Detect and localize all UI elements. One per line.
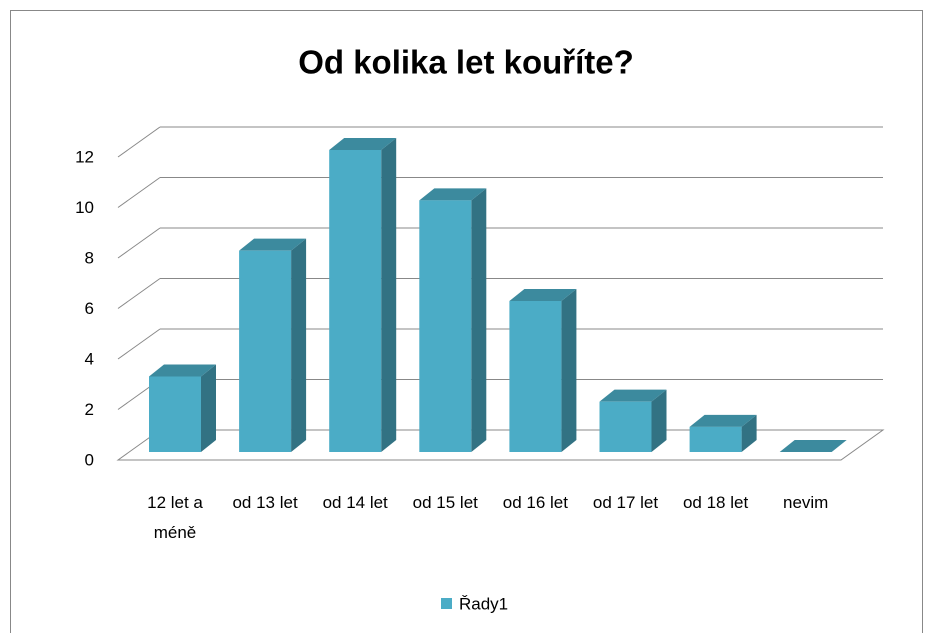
bar (509, 301, 562, 452)
bar-top (779, 440, 847, 452)
x-tick-label: od 15 let (412, 493, 478, 512)
bar (329, 150, 382, 452)
y-tick-label: 2 (85, 400, 94, 419)
bar-top (239, 238, 307, 251)
y-tick-label: 0 (85, 450, 94, 469)
x-tick-label: od 14 let (322, 493, 388, 512)
bar (689, 426, 742, 452)
bar (239, 250, 292, 452)
bar-top (329, 138, 397, 150)
y-tick-label: 10 (75, 198, 94, 217)
bar-side (471, 188, 487, 453)
bar-top (599, 389, 667, 402)
bar-side (201, 364, 216, 452)
legend-label: Řady1 (459, 594, 508, 613)
x-tick-label: 12 let a méně (147, 493, 203, 542)
y-tick-label: 12 (75, 147, 94, 166)
grid-line (117, 278, 161, 309)
bar-side (651, 389, 667, 452)
bar-top (509, 289, 577, 301)
floor (116, 429, 885, 461)
x-tick-label: od 13 let (232, 493, 298, 512)
legend-swatch (441, 598, 452, 609)
y-tick-label: 8 (85, 248, 94, 267)
grid-line (117, 227, 161, 259)
bar-top (419, 188, 487, 201)
chart-title: Od kolika let kouříte? (298, 44, 634, 81)
bar-side (381, 138, 397, 452)
bar (419, 200, 472, 452)
y-tick-label: 6 (85, 299, 94, 318)
grid-line (117, 126, 161, 158)
x-tick-label: od 16 let (502, 493, 568, 512)
x-tick-label: od 17 let (592, 493, 659, 512)
bar-top (149, 364, 216, 377)
bar-side (741, 414, 757, 452)
grid-line (117, 177, 161, 208)
bar-side (291, 238, 307, 452)
bar-top (689, 414, 757, 427)
bar-side (561, 289, 577, 452)
grid-line (117, 328, 161, 360)
y-tick-label: 4 (85, 349, 94, 368)
bar (149, 376, 201, 452)
x-tick-label: nevim (783, 493, 829, 512)
x-tick-label: od 18 let (682, 493, 749, 512)
bar (599, 401, 652, 452)
